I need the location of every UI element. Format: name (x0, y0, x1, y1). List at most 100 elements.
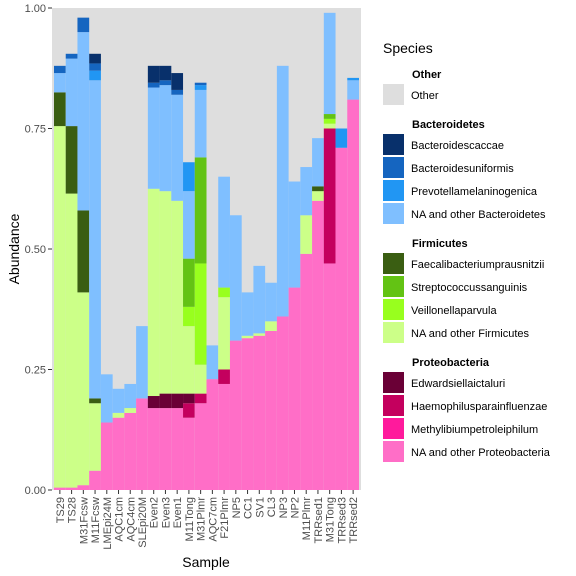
bar-segment-SV1-0 (253, 335, 266, 490)
x-tick-label: SV1 (254, 497, 266, 518)
legend-label: NA and other Proteobacteria (411, 447, 551, 459)
legend-key (383, 441, 404, 462)
bar-segment-M31Plmr-5 (194, 263, 207, 365)
x-tick-label: TRRsed2 (348, 497, 360, 543)
bar-segment-M31Fcsw-10 (77, 17, 90, 33)
bar-segment-Even3-4 (159, 191, 172, 394)
y-axis-title: Abundance (6, 213, 22, 284)
legend-group-title: Bacteroidetes (412, 119, 485, 131)
bar-segment-M31Fcsw-7 (77, 210, 90, 293)
bar-segment-Even2-11 (147, 65, 160, 83)
bar-segment-AQC7cm-0 (206, 379, 219, 490)
legend-label: Streptococcussanguinis (411, 282, 528, 294)
bar-segment-TRRsed1-7 (312, 186, 324, 192)
bar-segment-M11Fcsw-0 (89, 470, 101, 490)
legend-group-title: Proteobacteria (412, 357, 490, 369)
legend-key (383, 253, 404, 274)
bar-segment-Even1-0 (171, 408, 184, 490)
bar-segment-M31Tong-8 (323, 12, 336, 115)
legend-key (383, 276, 404, 297)
bar-segment-Even1-10 (171, 89, 184, 95)
bar-segment-M31Tong-5 (323, 118, 336, 124)
bar-segment-Even3-8 (159, 85, 172, 192)
bar-segment-M31Plmr-2 (194, 393, 207, 404)
bar-segment-CL3-8 (265, 282, 277, 322)
bar-segment-TRRsed3-0 (335, 147, 348, 490)
bar-segment-M11Tong-2 (183, 403, 195, 418)
x-tick-label: F21Plmr (219, 497, 231, 539)
legend-label: Bacteroidesuniformis (411, 163, 514, 175)
legend-key (383, 395, 404, 416)
bar-segment-M11Fcsw-7 (89, 398, 101, 404)
bar-segment-F21Plmr-2 (218, 369, 230, 384)
bar-segment-Even2-3 (147, 396, 160, 409)
legend-key (383, 322, 404, 343)
legend-key (383, 203, 404, 224)
bar-segment-NP5-8 (229, 215, 242, 341)
bar-segment-TS28-0 (65, 487, 78, 490)
bar-segment-LMEpi24M-8 (100, 374, 113, 423)
bar-segment-M11Plmr-8 (300, 167, 313, 216)
bar-segment-Even1-8 (171, 94, 184, 201)
bar-segment-AQC4cm-4 (124, 408, 137, 413)
legend-key (383, 180, 404, 201)
x-tick-label: Even2 (149, 497, 161, 528)
legend-label: Methylibiumpetroleiphilum (411, 424, 538, 436)
legend-label: Bacteroidescaccae (411, 140, 504, 152)
bar-segment-NP5-0 (229, 340, 242, 490)
bar-segment-SV1-8 (253, 265, 266, 334)
bar-segment-M31Fcsw-0 (77, 485, 90, 490)
bar-segment-M11Fcsw-4 (89, 403, 101, 471)
bar-segment-TS29-10 (54, 65, 66, 74)
bar-segment-M11Fcsw-8 (89, 80, 101, 399)
bar-segment-M11Fcsw-9 (89, 70, 101, 81)
bar-segment-Even2-10 (147, 82, 160, 88)
x-tick-label: TRRsed3 (336, 497, 348, 543)
bar-segment-Even3-3 (159, 393, 172, 409)
bar-segment-TRRsed2-0 (347, 99, 359, 490)
bar-segment-Even3-0 (159, 408, 172, 490)
legend-title: Species (383, 40, 433, 56)
y-axis: 0.00 0.25 0.50 0.75 1.00 (25, 3, 52, 497)
bar-segment-Even2-8 (147, 87, 160, 189)
bar-segment-M11Tong-5 (183, 306, 195, 327)
bar-segment-M31Plmr-4 (194, 364, 207, 394)
bar-segment-CC1-4 (241, 335, 254, 339)
bar-segment-TS28-10 (65, 53, 78, 59)
bar-segment-TS28-8 (65, 58, 78, 127)
x-tick-label: AQC1cm (114, 497, 126, 542)
bar-segment-Even2-0 (147, 408, 160, 490)
bar-segment-F21Plmr-5 (218, 287, 230, 298)
bar-segment-F21Plmr-8 (218, 176, 230, 288)
x-tick-label: M11Plmr (301, 497, 313, 541)
bar-segment-AQC1cm-0 (112, 417, 125, 490)
x-tick-label: M11Tong (184, 497, 196, 541)
y-tick-label: 1.00 (25, 3, 46, 15)
bar-segment-M31Tong-2 (323, 128, 336, 264)
bar-segment-TRRsed3-9 (335, 128, 348, 148)
legend-group-title: Other (412, 69, 442, 81)
x-axis-title: Sample (182, 554, 230, 570)
bar-segment-CL3-0 (265, 330, 277, 490)
bar-segment-M31Plmr-6 (194, 157, 207, 264)
bar-segment-F21Plmr-0 (218, 383, 230, 490)
bar-segment-TS29-0 (54, 487, 66, 490)
x-tick-label: TS28 (67, 497, 79, 523)
bar-segment-TRRsed2-8 (347, 80, 359, 100)
bar-segment-CC1-0 (241, 338, 254, 490)
x-tick-label: M31Fcsw (78, 497, 90, 544)
x-tick-label: NP5 (231, 497, 243, 518)
bar-segment-M31Fcsw-8 (77, 32, 90, 211)
legend-label: Faecalibacteriumprausnitzii (411, 259, 544, 271)
bar-segment-SV1-4 (253, 333, 266, 336)
bar-segment-M11Tong-8 (183, 191, 195, 259)
x-tick-label: TS29 (55, 497, 67, 523)
bar-segment-M11Tong-6 (183, 258, 195, 307)
x-tick-label: CL3 (266, 497, 278, 517)
legend-label: NA and other Bacteroidetes (411, 209, 546, 221)
bar-segment-Even1-11 (171, 73, 184, 90)
y-tick-label: 0.00 (25, 485, 46, 497)
x-tick-label: CC1 (243, 497, 255, 519)
x-tick-label: M11Fcsw (90, 497, 102, 543)
x-tick-label: AQC7cm (207, 497, 219, 542)
